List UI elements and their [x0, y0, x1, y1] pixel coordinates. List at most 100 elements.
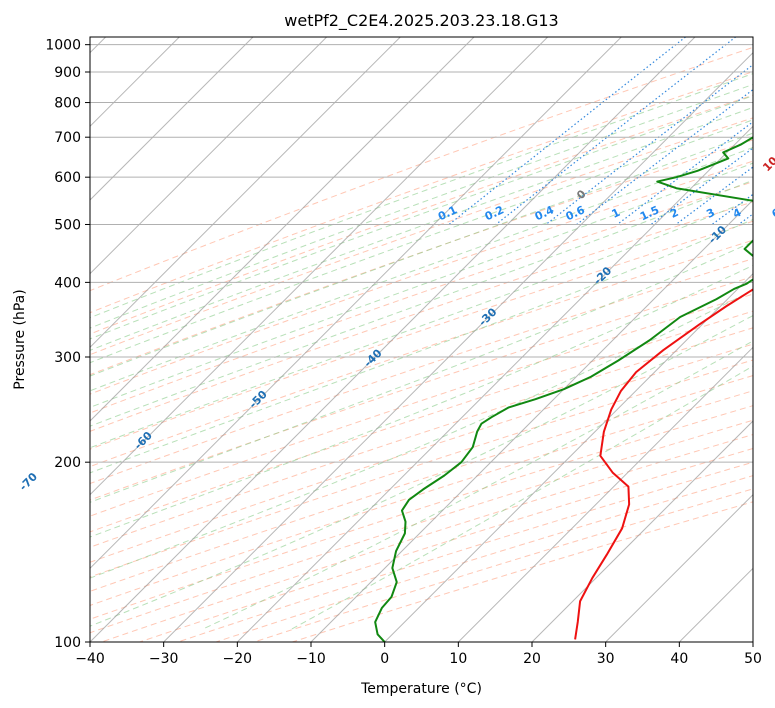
lcl-guide-line: [0, 32, 72, 655]
isotherm-label: -70: [17, 470, 40, 493]
y-tick-label: 800: [54, 96, 81, 112]
isotherm-line: [90, 37, 254, 201]
mixing-ratio-label: 0.2: [483, 203, 506, 223]
x-tick-label: 50: [744, 651, 762, 667]
dry-adiabat-line: [90, 359, 753, 578]
dry-adiabat-line: [214, 475, 753, 642]
y-tick-label: 300: [54, 350, 81, 366]
moist-adiabat-line: [90, 314, 753, 627]
dry-adiabat-line: [90, 390, 753, 606]
x-tick-label: −20: [223, 651, 253, 667]
dry-adiabat-line: [90, 310, 753, 533]
mixing-ratio-label: 0.1: [436, 203, 459, 223]
moist-adiabat-line: [90, 119, 753, 364]
x-tick-label: −30: [149, 651, 179, 667]
y-axis-label: Pressure (hPa): [12, 289, 28, 389]
profile-series: [374, 136, 753, 642]
isotherm-line: [162, 51, 753, 642]
x-tick-label: −10: [296, 651, 326, 667]
isotherm-line: [90, 37, 402, 349]
isotherm-line: [236, 125, 753, 642]
y-axis-ticks: 100 200 300 400 500 600 700 800 900 1000: [45, 38, 90, 651]
moist-adiabat-label: 10: [760, 154, 775, 174]
mixing-ratio-label: 4: [731, 206, 744, 221]
mixing-ratio-label: 2: [668, 206, 680, 221]
isotherm-line: [604, 493, 753, 642]
moist-adiabat-line: [290, 365, 753, 630]
x-tick-label: 30: [597, 651, 615, 667]
dry-adiabat-line: [90, 405, 753, 620]
mixing-ratio-label: 6: [770, 206, 775, 221]
isotherm-line: [310, 199, 753, 642]
moist-adiabat-line: [90, 241, 753, 503]
mixing-ratio-label: 3: [704, 206, 716, 221]
moist-adiabat-label: 0: [574, 187, 589, 202]
x-tick-label: −40: [75, 651, 105, 667]
isotherm-line: [90, 37, 328, 275]
pressure-gridlines: [90, 44, 753, 642]
x-tick-label: 40: [670, 651, 688, 667]
dry-adiabat-line: [90, 160, 753, 395]
moist-adiabat-line: [90, 289, 753, 579]
y-tick-label: 100: [54, 635, 81, 651]
moist-adiabat-line: [90, 198, 753, 449]
temperature-line: [574, 288, 753, 640]
y-tick-label: 200: [54, 455, 81, 471]
dry-adiabat-line: [90, 239, 753, 468]
plot-frame: [89, 36, 754, 643]
isotherm-line: [90, 37, 623, 570]
moist-adiabat-line: [90, 162, 753, 408]
x-tick-label: 0: [380, 651, 389, 667]
dry-adiabat-line: [90, 46, 753, 292]
isotherm-line: [531, 420, 753, 642]
isotherm-line: [90, 37, 696, 642]
dry-adiabat-line: [90, 276, 753, 501]
dewpoint-line: [374, 136, 753, 642]
dry-adiabat-line: [90, 258, 753, 485]
dry-adiabat-line: [90, 293, 753, 517]
dry-adiabat-line: [90, 375, 753, 592]
isotherm-line: [383, 272, 753, 642]
moist-adiabat-line: [90, 83, 753, 329]
background-lines: [0, 32, 753, 655]
y-tick-label: 400: [54, 275, 81, 291]
y-tick-label: 900: [54, 65, 81, 81]
dry-adiabat-line: [252, 488, 753, 642]
isotherm-line: [90, 37, 549, 496]
x-axis-ticks: −40 −30 −20 −10 0 10 20 30 40 50: [75, 642, 762, 667]
moist-adiabat-line: [90, 95, 753, 340]
y-tick-label: 700: [54, 130, 81, 146]
mixing-ratio-line: [495, 37, 737, 225]
dry-adiabat-line: [90, 117, 753, 356]
mixing-ratio-line: [650, 147, 753, 225]
moist-adiabat-line: [202, 340, 753, 630]
moist-adiabat-line: [90, 218, 753, 474]
moist-adiabat-line: [90, 73, 753, 319]
y-tick-label: 1000: [45, 38, 81, 54]
isotherm-line: [752, 641, 753, 642]
y-tick-label: 600: [54, 170, 81, 186]
moist-adiabat-line: [90, 132, 753, 377]
moist-adiabat-line: [90, 146, 753, 392]
x-tick-label: 20: [523, 651, 541, 667]
x-tick-label: 10: [449, 651, 467, 667]
dry-adiabat-line: [90, 327, 753, 548]
dry-adiabat-line: [90, 181, 753, 414]
dry-adiabat-line: [90, 201, 753, 432]
dry-adiabat-line: [90, 94, 753, 335]
chart-title: wetPf2_C2E4.2025.203.23.18.G13: [284, 11, 558, 31]
mixing-ratio-label: 1.5: [638, 203, 661, 223]
moist-adiabat-line: [90, 264, 753, 538]
mixing-ratio-line: [545, 63, 753, 225]
dry-adiabat-line: [90, 343, 753, 563]
dry-adiabat-line: [90, 139, 753, 376]
isotherm-line: [90, 37, 475, 422]
dry-adiabat-line: [90, 220, 753, 450]
dry-adiabat-line: [90, 71, 753, 314]
isotherm-line: [457, 346, 753, 642]
mixing-ratio-label: 0.6: [564, 203, 587, 223]
x-axis-label: Temperature (°C): [360, 681, 482, 697]
moist-adiabat-line: [90, 106, 753, 351]
y-tick-label: 500: [54, 217, 81, 233]
